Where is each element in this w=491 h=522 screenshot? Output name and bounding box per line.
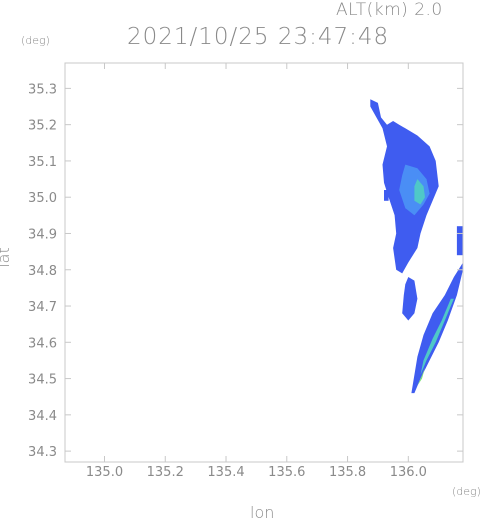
echo-mid-cell xyxy=(402,277,418,321)
echo-west-fragment xyxy=(384,190,389,201)
y-tick-label: 35.3 xyxy=(28,82,57,97)
echo-east-edge-cell xyxy=(456,226,463,256)
y-tick-label: 34.7 xyxy=(28,300,57,315)
x-tick-label: 135.6 xyxy=(268,465,305,480)
y-tick-label: 34.3 xyxy=(28,445,57,460)
plot-frame xyxy=(64,62,464,463)
y-tick-label: 35.2 xyxy=(28,119,57,134)
y-tick-label: 34.6 xyxy=(28,336,57,351)
altitude-label: ALT(km) 2.0 xyxy=(336,0,443,20)
y-tick-label: 34.8 xyxy=(28,264,57,279)
y-tick-label: 35.1 xyxy=(28,155,57,170)
echo-layer xyxy=(370,99,463,394)
y-tick-label: 35.0 xyxy=(28,191,57,206)
x-tick-label: 135.0 xyxy=(86,465,123,480)
axis-ticks: 135.0 135.2 135.4 135.6 135.8 136.0 35.3 35.2 35… xyxy=(28,63,463,480)
echo-south-core xyxy=(420,298,454,375)
x-tick-label: 135.4 xyxy=(207,465,244,480)
y-tick-label: 34.5 xyxy=(28,373,57,388)
x-unit-label: (deg) xyxy=(452,485,481,498)
echo-south-band xyxy=(411,262,463,394)
timestamp-title: 2021/10/25 23:47:48 xyxy=(127,24,390,50)
x-tick-label: 136.0 xyxy=(390,465,427,480)
x-axis-label: lon xyxy=(250,503,275,522)
echo-north-peak xyxy=(414,179,425,205)
x-tick-label: 135.8 xyxy=(329,465,366,480)
y-unit-label: (deg) xyxy=(21,34,50,47)
x-tick-label: 135.2 xyxy=(147,465,184,480)
y-tick-label: 34.4 xyxy=(28,409,57,424)
y-tick-label: 34.9 xyxy=(28,227,57,242)
